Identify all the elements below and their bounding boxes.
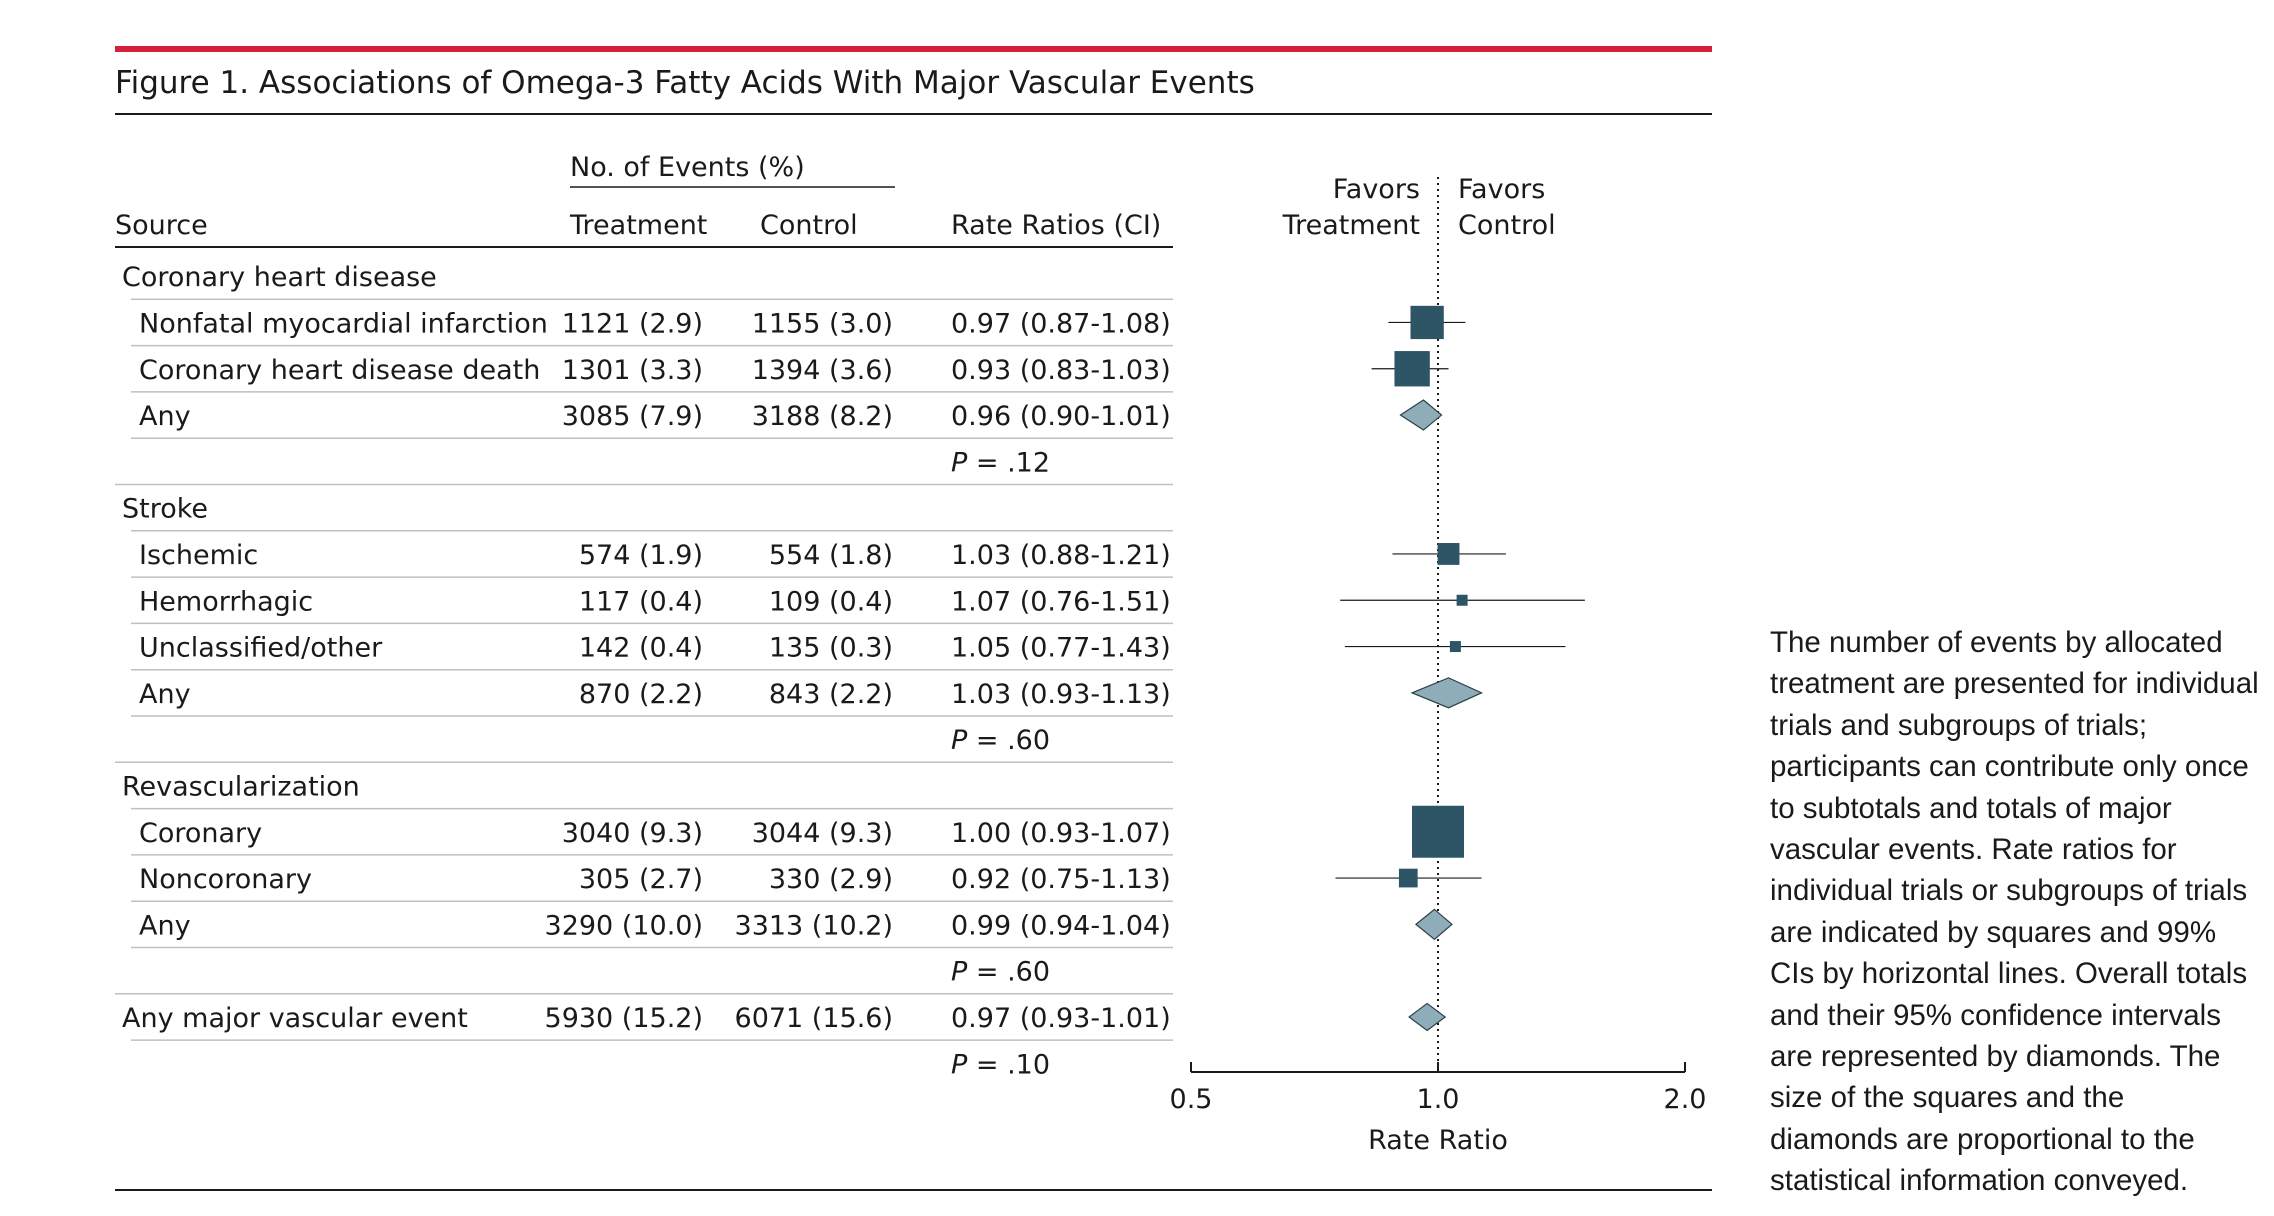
group-label: Stroke: [122, 494, 208, 525]
control-value: 554 (1.8): [769, 540, 893, 571]
figure-note: The number of events by allocated treatm…: [1770, 626, 2259, 1198]
point-estimate-square: [1394, 351, 1430, 387]
col-header-rate-ratios: Rate Ratios (CI): [951, 210, 1161, 241]
summary-diamond: [1399, 399, 1443, 431]
control-value: 135 (0.3): [769, 633, 893, 664]
control-value: 3188 (8.2): [752, 401, 893, 432]
accent-bar: [115, 46, 1712, 52]
treatment-value: 3290 (10.0): [545, 910, 703, 941]
rate-ratio-text: 1.03 (0.88-1.21): [951, 540, 1171, 571]
figure-title: Figure 1. Associations of Omega-3 Fatty …: [115, 65, 1255, 101]
treatment-value: 142 (0.4): [579, 633, 703, 664]
row-label: Unclassified/other: [139, 633, 383, 664]
rate-ratio-text: 0.92 (0.75-1.13): [951, 864, 1171, 895]
treatment-value: 1121 (2.9): [562, 308, 703, 339]
point-estimate-square: [1398, 868, 1418, 888]
group-label: Coronary heart disease: [122, 262, 437, 293]
row-label: Nonfatal myocardial infarction: [139, 308, 548, 339]
control-value: 330 (2.9): [769, 864, 893, 895]
treatment-value: 1301 (3.3): [562, 355, 703, 386]
x-tick-label: 2.0: [1664, 1084, 1707, 1115]
row-label: Any: [139, 679, 191, 710]
row-label: Noncoronary: [139, 864, 312, 895]
favors-treatment-line1: Favors: [1333, 174, 1420, 205]
favors-control-line1: Favors: [1458, 174, 1545, 205]
row-label: Any: [139, 910, 191, 941]
treatment-value: 3040 (9.3): [562, 818, 703, 849]
control-value: 843 (2.2): [769, 679, 893, 710]
rate-ratio-text: 0.96 (0.90-1.01): [951, 401, 1171, 432]
x-tick-label: 0.5: [1170, 1084, 1213, 1115]
point-estimate-square: [1412, 805, 1464, 858]
summary-diamond: [1408, 1002, 1447, 1032]
point-estimate-square: [1449, 641, 1461, 653]
treatment-value: 117 (0.4): [579, 586, 703, 617]
treatment-value: 574 (1.9): [579, 540, 703, 571]
rate-ratio-text: 0.93 (0.83-1.03): [951, 355, 1171, 386]
rate-ratio-text: 0.99 (0.94-1.04): [951, 910, 1171, 941]
p-value: P = .60: [951, 725, 1050, 756]
favors-control-line2: Control: [1458, 210, 1556, 241]
control-value: 1394 (3.6): [752, 355, 893, 386]
control-value: 6071 (15.6): [735, 1003, 893, 1034]
treatment-value: 305 (2.7): [579, 864, 703, 895]
row-label: Any major vascular event: [122, 1003, 468, 1034]
summary-diamond: [1414, 908, 1453, 941]
group-label: Revascularization: [122, 771, 360, 802]
rate-ratio-text: 0.97 (0.87-1.08): [951, 308, 1171, 339]
control-value: 3044 (9.3): [752, 818, 893, 849]
rate-ratio-text: 1.07 (0.76-1.51): [951, 586, 1171, 617]
treatment-value: 3085 (7.9): [562, 401, 703, 432]
rate-ratio-text: 1.05 (0.77-1.43): [951, 633, 1171, 664]
col-header-source: Source: [115, 210, 208, 241]
control-value: 1155 (3.0): [752, 308, 893, 339]
row-label: Hemorrhagic: [139, 586, 313, 617]
col-header-treatment: Treatment: [569, 210, 707, 241]
col-header-control: Control: [760, 210, 858, 241]
control-value: 3313 (10.2): [735, 910, 893, 941]
events-header: No. of Events (%): [570, 152, 805, 183]
row-label: Any: [139, 401, 191, 432]
summary-diamond: [1410, 677, 1484, 709]
p-value: P = .60: [951, 957, 1050, 988]
x-tick-label: 1.0: [1417, 1084, 1460, 1115]
point-estimate-square: [1410, 305, 1444, 340]
p-value: P = .10: [951, 1049, 1050, 1080]
rate-ratio-text: 1.00 (0.93-1.07): [951, 818, 1171, 849]
control-value: 109 (0.4): [769, 586, 893, 617]
p-value: P = .12: [951, 447, 1050, 478]
point-estimate-square: [1437, 543, 1460, 565]
row-label: Coronary: [139, 818, 262, 849]
point-estimate-square: [1456, 594, 1468, 606]
favors-treatment-line2: Treatment: [1282, 210, 1420, 241]
plot-area: 0.5 1.0 2.0 Rate Ratio: [1170, 177, 1707, 1156]
row-label: Coronary heart disease death: [139, 355, 540, 386]
table-rows: Coronary heart disease Nonfatal myocardia…: [115, 262, 1173, 1080]
x-axis-label: Rate Ratio: [1368, 1125, 1508, 1156]
row-label: Ischemic: [139, 540, 258, 571]
treatment-value: 870 (2.2): [579, 679, 703, 710]
rate-ratio-text: 0.97 (0.93-1.01): [951, 1003, 1171, 1034]
treatment-value: 5930 (15.2): [545, 1003, 703, 1034]
rate-ratio-text: 1.03 (0.93-1.13): [951, 679, 1171, 710]
